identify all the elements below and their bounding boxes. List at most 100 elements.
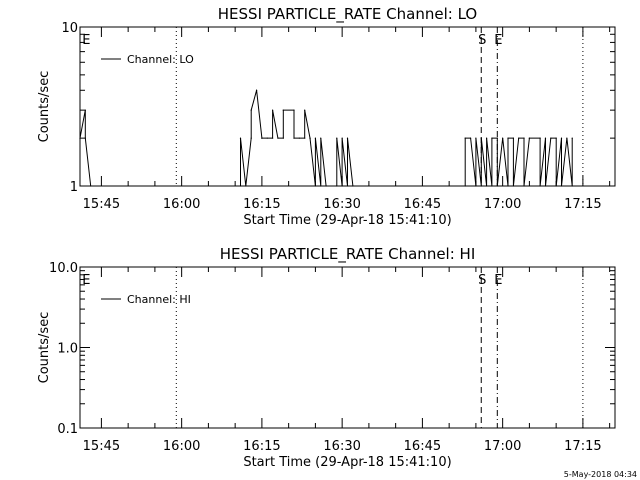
x-tick-label: 16:45 (404, 197, 441, 212)
data-point (239, 137, 242, 139)
data-point (341, 185, 343, 187)
data-point (571, 137, 573, 139)
data-point (496, 137, 498, 139)
data-point (491, 185, 493, 187)
data-point (523, 137, 525, 139)
data-point (266, 137, 268, 139)
data-point (277, 137, 279, 139)
data-point (486, 137, 488, 139)
data-point (555, 185, 557, 187)
x-tick-label: 17:00 (484, 439, 521, 454)
data-point (560, 185, 563, 187)
data-point (293, 137, 295, 139)
x-tick-label: 16:15 (243, 439, 280, 454)
data-point (346, 137, 349, 139)
data-point (475, 137, 477, 139)
data-point (464, 137, 466, 139)
data-point (555, 137, 557, 139)
data-point (566, 137, 568, 139)
x-axis-label: Start Time (29-Apr-18 15:41:10) (243, 455, 451, 470)
x-tick-label: 17:15 (564, 197, 601, 212)
data-point (539, 137, 541, 139)
data-point (486, 185, 488, 187)
data-point (480, 137, 482, 139)
chart-title: HESSI PARTICLE_RATE Channel: HI (220, 245, 476, 264)
data-point (314, 185, 316, 187)
data-point (341, 137, 343, 139)
data-point (469, 137, 472, 139)
x-tick-label: 16:15 (243, 197, 280, 212)
data-point (250, 137, 252, 139)
x-tick-label: 16:00 (163, 439, 200, 454)
y-tick-label: 1.0 (57, 342, 78, 357)
data-point (523, 185, 525, 187)
data-point (496, 185, 498, 187)
y-tick-label: 10 (61, 21, 78, 36)
data-point (90, 185, 92, 187)
data-point (502, 137, 504, 139)
y-tick-label: 10.0 (49, 261, 78, 276)
chart-title: HESSI PARTICLE_RATE Channel: LO (218, 5, 477, 24)
data-point (250, 109, 252, 111)
data-point (507, 185, 509, 187)
marker-label: E (494, 33, 502, 48)
data-point (255, 89, 258, 91)
data-point (507, 137, 509, 139)
marker-label: E (82, 33, 90, 48)
x-tick-label: 16:00 (163, 197, 200, 212)
series-line (79, 90, 573, 187)
data-point (518, 137, 520, 139)
data-point (544, 137, 547, 139)
data-point (298, 137, 300, 139)
x-tick-label: 16:30 (323, 439, 360, 454)
footer-timestamp: 5-May-2018 04:34 (564, 470, 637, 479)
data-point (261, 137, 263, 139)
data-point (245, 185, 247, 187)
y-tick-label: 1 (70, 180, 78, 195)
data-point (272, 137, 274, 139)
data-point (512, 185, 514, 187)
x-tick-label: 17:15 (564, 439, 601, 454)
data-point (282, 137, 284, 139)
marker-label: E (82, 273, 90, 288)
x-tick-label: 15:45 (83, 439, 120, 454)
x-tick-label: 16:45 (404, 439, 441, 454)
data-point (491, 137, 493, 139)
data-point (528, 137, 531, 139)
data-point (79, 137, 81, 139)
legend-label: Channel: HI (127, 293, 191, 306)
x-tick-label: 15:45 (83, 197, 120, 212)
data-point (293, 109, 295, 111)
series-group (79, 89, 573, 187)
data-point (320, 185, 322, 187)
data-point (571, 185, 573, 187)
data-point (560, 137, 563, 139)
marker-label: E (494, 273, 502, 288)
x-tick-label: 17:00 (484, 197, 521, 212)
data-point (282, 109, 284, 111)
data-point (336, 185, 338, 187)
data-point (320, 137, 322, 139)
data-point (272, 109, 274, 111)
data-point (239, 185, 242, 187)
data-point (346, 185, 349, 187)
y-tick-label: 0.1 (57, 422, 78, 437)
data-point (325, 185, 327, 187)
data-point (84, 137, 86, 139)
y-axis-label: Counts/sec (37, 71, 52, 143)
marker-label: S (478, 273, 486, 288)
data-point (550, 137, 552, 139)
data-point (539, 185, 541, 187)
x-axis-label: Start Time (29-Apr-18 15:41:10) (243, 213, 451, 228)
data-point (475, 185, 477, 187)
data-point (480, 185, 482, 187)
legend-label: Channel: LO (127, 53, 194, 66)
data-point (309, 137, 311, 139)
data-point (304, 109, 306, 111)
y-axis-label: Counts/sec (37, 312, 52, 384)
data-point (336, 137, 338, 139)
x-tick-label: 16:30 (323, 197, 360, 212)
data-point (464, 185, 466, 187)
data-point (314, 137, 316, 139)
